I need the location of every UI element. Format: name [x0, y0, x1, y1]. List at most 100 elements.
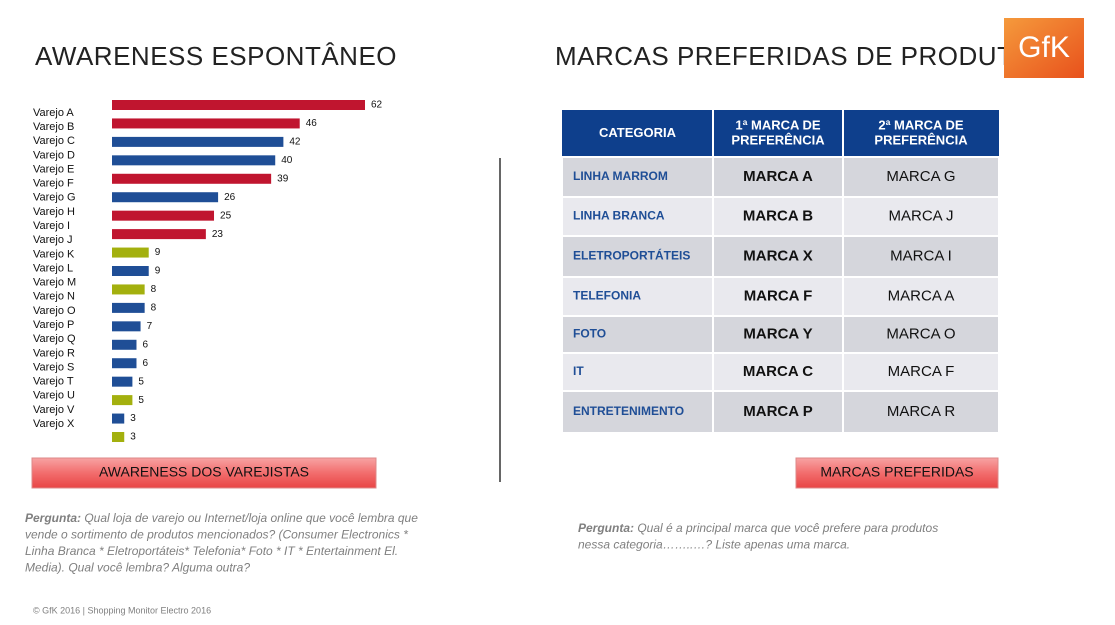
category-label: Varejo D — [33, 149, 75, 161]
category-label: Varejo Q — [33, 333, 76, 345]
cell-text: TELEFONIA — [573, 289, 641, 303]
question-label: Pergunta: — [25, 511, 81, 525]
value-label: 46 — [306, 118, 318, 129]
value-label: 39 — [277, 173, 289, 184]
table-cell — [712, 196, 844, 237]
value-label: 6 — [142, 339, 148, 350]
table-cell — [842, 276, 1000, 317]
value-label: 9 — [155, 247, 161, 258]
header-cell: 2ª MARCA DE — [878, 117, 964, 132]
cell-text: MARCA C — [743, 363, 813, 380]
category-label: Varejo E — [33, 163, 74, 175]
question-text: Media). Qual você lembra? Alguma outra? — [25, 561, 250, 575]
category-label: Varejo I — [33, 220, 70, 232]
button — [795, 457, 999, 489]
bar — [112, 321, 141, 332]
cell-text: LINHA MARROM — [573, 169, 668, 183]
category-label: Varejo V — [33, 404, 75, 416]
category-label: Varejo P — [33, 319, 74, 331]
value-label: 9 — [155, 266, 161, 277]
logo: GfK — [1018, 31, 1070, 64]
bar — [112, 100, 365, 110]
cell-text: MARCA F — [744, 287, 813, 304]
bar — [112, 266, 149, 276]
bar — [112, 339, 137, 350]
value-label: 5 — [138, 376, 144, 387]
table-cell — [842, 390, 1000, 434]
bar — [112, 118, 300, 129]
category-label: Varejo T — [33, 376, 74, 388]
bar — [112, 395, 133, 406]
question-label: Pergunta: — [578, 521, 634, 535]
category-label: Varejo X — [33, 418, 75, 430]
cell-text: MARCA A — [888, 287, 955, 304]
bar — [112, 413, 125, 424]
cell-text: MARCA Y — [743, 325, 812, 342]
value-label: 5 — [138, 395, 144, 406]
question-line: Pergunta: Qual é a principal marca que v… — [578, 521, 938, 535]
table-cell — [712, 276, 844, 317]
cell-text: MARCA O — [886, 325, 955, 342]
category-label: Varejo H — [33, 206, 75, 218]
cell-text: FOTO — [573, 327, 606, 341]
value-label: 40 — [281, 155, 293, 166]
value-label: 8 — [151, 284, 157, 295]
table-cell — [561, 315, 714, 354]
table-cell — [712, 352, 844, 392]
cell-text: IT — [573, 364, 584, 378]
category-label: Varejo O — [33, 305, 76, 317]
cell-text: ELETROPORTÁTEIS — [573, 248, 690, 263]
category-label: Varejo L — [33, 262, 73, 274]
table-title: MARCAS PREFERIDAS DE PRODUTO — [555, 41, 1034, 71]
category-label: Varejo K — [33, 248, 75, 260]
category-label: Varejo F — [33, 178, 74, 190]
table-cell — [712, 390, 844, 434]
category-label: Varejo A — [33, 107, 74, 119]
category-label: Varejo G — [33, 192, 76, 204]
cell-text: ENTRETENIMENTO — [573, 404, 684, 418]
cell-text: MARCA R — [887, 403, 956, 420]
questions: Pergunta: Qual loja de varejo ou Interne… — [25, 511, 938, 575]
question-line: Media). Qual você lembra? Alguma outra? — [25, 561, 250, 575]
question-line: Pergunta: Qual loja de varejo ou Interne… — [25, 511, 418, 525]
category-label: Varejo C — [33, 135, 75, 147]
value-label: 62 — [371, 100, 383, 111]
bar — [112, 192, 219, 203]
cell-text: MARCA X — [743, 247, 812, 264]
question-text: vende o sortimento de produtos mencionad… — [25, 528, 408, 542]
question-line: nessa categoria……..…? Liste apenas uma m… — [578, 538, 850, 552]
cell-text: MARCA I — [890, 247, 952, 264]
cell-text: LINHA BRANCA — [573, 209, 665, 223]
button-label: MARCAS PREFERIDAS — [820, 464, 973, 480]
value-label: 23 — [212, 229, 224, 240]
chart-title: AWARENESS ESPONTÂNEO — [35, 41, 397, 71]
bar — [112, 284, 145, 295]
category-label: Varejo U — [33, 390, 75, 402]
table-cell — [842, 315, 1000, 354]
cell-text: MARCA J — [888, 207, 953, 224]
value-label: 3 — [130, 413, 136, 424]
table-cell — [842, 352, 1000, 392]
question-text: Linha Branca * Eletroportáteis* Telefoni… — [25, 544, 398, 558]
button — [31, 457, 377, 489]
value-label: 26 — [224, 192, 236, 203]
category-label: Varejo J — [33, 234, 73, 246]
table-header — [562, 110, 999, 157]
value-label: 8 — [151, 303, 157, 314]
category-label: Varejo S — [33, 361, 74, 373]
value-label: 7 — [147, 321, 153, 332]
bar — [112, 173, 272, 184]
bar — [112, 376, 133, 387]
logo-box — [1004, 18, 1084, 78]
value-label: 6 — [142, 358, 148, 369]
value-label: 25 — [220, 210, 232, 221]
bar — [112, 210, 215, 221]
bar — [112, 358, 137, 369]
category-label: Varejo M — [33, 277, 76, 289]
button-label: AWARENESS DOS VAREJISTAS — [99, 464, 309, 480]
bar — [112, 136, 284, 147]
value-label: 3 — [130, 432, 136, 443]
table-cell — [842, 196, 1000, 237]
footer: © GfK 2016 | Shopping Monitor Electro 20… — [33, 605, 211, 615]
